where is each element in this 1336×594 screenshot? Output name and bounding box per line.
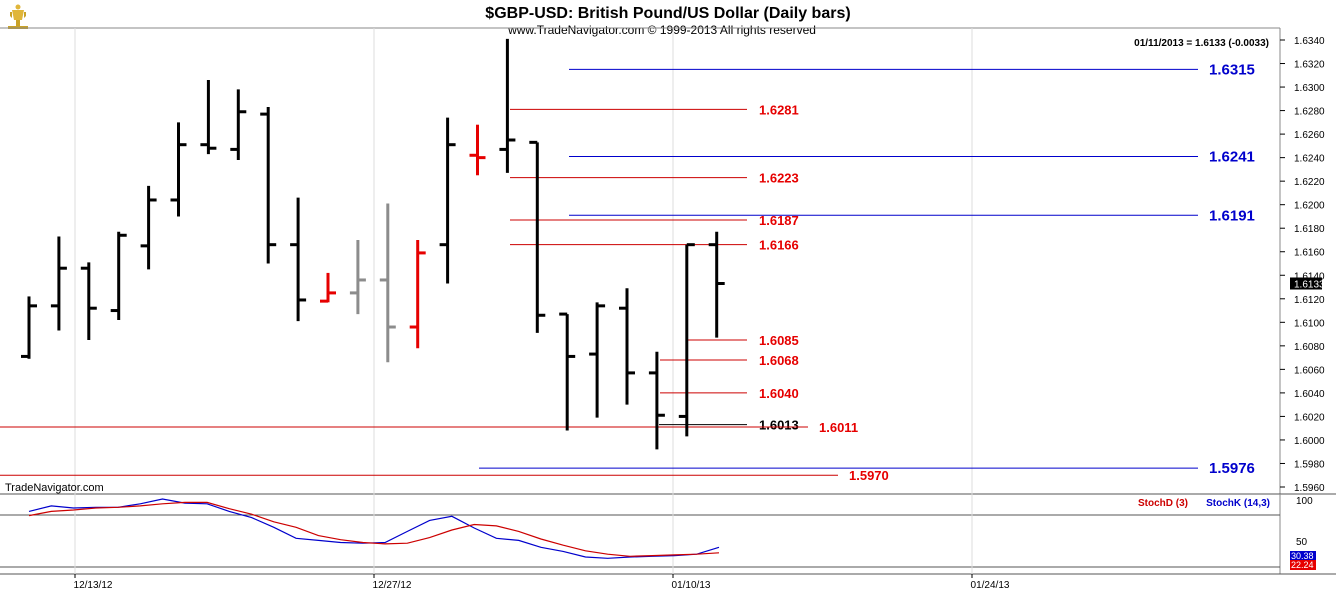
ohlc-bar xyxy=(409,239,426,349)
ohlc-bar xyxy=(499,38,516,173)
last-price-badge xyxy=(1290,277,1322,290)
y-tick-label: 1.6280 xyxy=(1294,107,1325,118)
date-tick-label: 12/13/12 xyxy=(74,580,113,591)
stochd-badge-text: 22.24 xyxy=(1291,560,1314,570)
stochk-badge xyxy=(1290,551,1316,560)
ohlc-bar xyxy=(379,203,396,363)
ohlc-bar xyxy=(21,296,37,359)
ohlc-bar xyxy=(290,197,307,322)
level-label: 1.6166 xyxy=(759,238,799,253)
ohlc-bar xyxy=(648,351,665,450)
level-label: 1.6187 xyxy=(759,213,799,228)
level-label: 1.6068 xyxy=(759,353,799,368)
y-tick-label: 1.6060 xyxy=(1294,365,1325,376)
y-tick-label: 1.5980 xyxy=(1294,459,1325,470)
y-tick-label: 1.5960 xyxy=(1294,483,1325,494)
y-tick-label: 1.6100 xyxy=(1294,318,1325,329)
ohlc-bar xyxy=(230,89,247,160)
level-label: 1.6040 xyxy=(759,386,799,401)
level-label: 1.6241 xyxy=(1209,148,1255,165)
y-tick-label: 1.6120 xyxy=(1294,295,1325,306)
ohlc-bar xyxy=(619,288,635,405)
y-tick-label: 1.6260 xyxy=(1294,130,1325,141)
y-tick-label: 1.6160 xyxy=(1294,248,1325,259)
y-tick-label: 1.6340 xyxy=(1294,36,1325,47)
level-label: 1.5970 xyxy=(849,468,889,483)
stoch-axis-50: 50 xyxy=(1296,537,1308,548)
ohlc-bar xyxy=(469,124,486,176)
stochd-line xyxy=(28,501,720,557)
level-label: 1.5976 xyxy=(1209,460,1255,477)
ohlc-bar xyxy=(559,312,576,431)
level-label: 1.6191 xyxy=(1209,207,1255,224)
watermark: TradeNavigator.com xyxy=(5,482,104,494)
ohlc-bar xyxy=(708,231,725,338)
ohlc-bar xyxy=(529,140,546,333)
ohlc-bar xyxy=(170,122,187,217)
ohlc-bar xyxy=(439,117,456,284)
last-price-label: 1.6133 xyxy=(1294,279,1325,290)
y-tick-label: 1.6180 xyxy=(1294,224,1325,235)
stochd-legend: StochD (3) xyxy=(1138,498,1188,509)
date-axis: 12/13/12 12/27/12 01/10/13 01/24/13 xyxy=(74,574,1010,591)
ohlc-bar xyxy=(140,185,157,270)
ohlc-bar xyxy=(50,236,67,331)
copyright-text: www.TradeNavigator.com © 1999-2013 All r… xyxy=(507,23,816,37)
level-label: 1.6085 xyxy=(759,333,799,348)
date-tick-label: 12/27/12 xyxy=(373,580,412,591)
ohlc-bar xyxy=(110,231,127,320)
indicator-panel: StochD (3) StochK (14,3) 100 50 30.38 22… xyxy=(0,494,1336,575)
y-tick-label: 1.6300 xyxy=(1294,83,1325,94)
level-label: 1.6011 xyxy=(819,420,858,435)
level-label: 1.6223 xyxy=(759,171,799,186)
y-tick-label: 1.6080 xyxy=(1294,342,1325,353)
ohlc-bar xyxy=(320,272,336,303)
stoch-axis-100: 100 xyxy=(1296,496,1313,507)
level-label: 1.6315 xyxy=(1209,61,1255,78)
ohlc-bar xyxy=(260,107,277,264)
y-tick-label: 1.6140 xyxy=(1294,271,1325,282)
y-tick-label: 1.6020 xyxy=(1294,412,1325,423)
y-tick-label: 1.6320 xyxy=(1294,60,1325,71)
stochk-legend: StochK (14,3) xyxy=(1206,498,1270,509)
ohlc-bar xyxy=(200,79,217,155)
main-panel: 1.6315 1.6241 1.6191 1.5976 1.6281 1.6223 1.61… xyxy=(0,27,1336,495)
ohlc-bar xyxy=(80,262,97,340)
level-label: 1.6281 xyxy=(759,102,799,117)
tradenavigator-logo xyxy=(5,4,31,30)
y-tick-label: 1.6200 xyxy=(1294,201,1325,212)
y-tick-label: 1.6000 xyxy=(1294,436,1325,447)
ohlc-bar xyxy=(349,239,366,315)
stochd-badge xyxy=(1290,560,1316,570)
y-tick-label: 1.6240 xyxy=(1294,154,1325,165)
ohlc-bar xyxy=(589,302,606,418)
quote-text: 01/11/2013 = 1.6133 (-0.0033) xyxy=(1134,38,1269,49)
ohlc-bar xyxy=(678,243,695,437)
stochk-badge-text: 30.38 xyxy=(1291,551,1314,561)
date-tick-label: 01/24/13 xyxy=(971,580,1010,591)
date-tick-label: 01/10/13 xyxy=(672,580,711,591)
y-tick-label: 1.6040 xyxy=(1294,389,1325,400)
chart-title: $GBP-USD: British Pound/US Dollar (Daily… xyxy=(485,5,850,22)
y-tick-label: 1.6220 xyxy=(1294,177,1325,188)
level-label: 1.6013 xyxy=(759,418,799,433)
